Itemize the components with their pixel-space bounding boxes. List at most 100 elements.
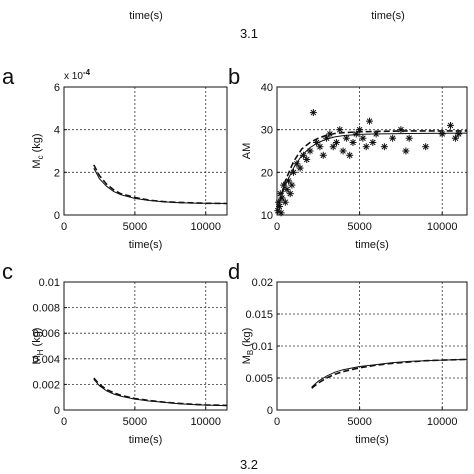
x-tick-label: 5000 <box>123 221 147 233</box>
data-point <box>349 138 357 146</box>
data-point <box>369 138 377 146</box>
x-axis-label: time(s) <box>355 239 389 251</box>
x-tick-label: 10000 <box>427 221 458 233</box>
x-tick-label: 0 <box>274 221 280 233</box>
y-tick-label: 0 <box>267 405 273 417</box>
x-tick-label: 0 <box>61 416 67 428</box>
series-line-dashed <box>311 358 468 389</box>
panel-letter-c: c <box>2 259 13 284</box>
data-point <box>299 151 307 159</box>
y-tick-label: 0.002 <box>32 379 60 391</box>
y-axis-label: AM <box>241 143 253 160</box>
data-point <box>402 147 410 155</box>
chart-panel-c: c 0 5000 10000 0 0.002 0.004 0.006 0.008 0.01 time… <box>2 259 228 446</box>
data-point <box>352 130 360 138</box>
data-point <box>339 147 347 155</box>
x-axis-label: time(s) <box>129 239 163 251</box>
data-point <box>380 143 388 151</box>
data-point <box>281 198 289 206</box>
series-line-solid <box>93 167 228 204</box>
y-tick-label: 20 <box>261 167 273 179</box>
data-point <box>313 138 321 146</box>
data-point <box>422 143 430 151</box>
x-axis-label: time(s) <box>355 434 389 446</box>
y-tick-label: 10 <box>261 210 273 222</box>
chart-panel-b: b 0 5000 10000 10 20 30 40 time(s) AM <box>228 64 468 251</box>
data-point <box>316 143 324 151</box>
panel-letter-d: d <box>228 259 240 284</box>
data-point <box>332 138 340 146</box>
y-tick-label: 0 <box>54 405 60 417</box>
data-point <box>290 168 298 176</box>
data-point <box>346 151 354 159</box>
series-line-dashed <box>93 164 228 205</box>
x-tick-label: 10000 <box>190 416 221 428</box>
data-point <box>306 147 314 155</box>
data-point <box>309 109 317 117</box>
y-tick-label: 0.006 <box>32 328 60 340</box>
chart-panel-a: a 0 5000 10000 0 2 4 6 time(s) Mc (kg) x 10-4 <box>2 64 228 251</box>
data-point <box>362 143 370 151</box>
y-tick-label: 0.008 <box>32 303 60 315</box>
data-point <box>356 126 364 134</box>
data-point <box>446 121 454 129</box>
data-point <box>278 194 286 202</box>
y-tick-label: 0.015 <box>245 309 273 321</box>
x-tick-label: 5000 <box>347 416 371 428</box>
y-tick-label: 0.01 <box>252 341 273 353</box>
y-tick-label: 2 <box>54 167 60 179</box>
y-tick-label: 30 <box>261 125 273 137</box>
data-point <box>372 130 380 138</box>
data-point <box>286 190 294 198</box>
data-point <box>319 151 327 159</box>
y-tick-label: 0.02 <box>252 277 273 289</box>
y-axis-label: MH (kg) <box>31 328 45 365</box>
top-right-xlabel: time(s) <box>371 10 405 22</box>
y-tick-label: 4 <box>54 125 60 137</box>
data-point <box>329 143 337 151</box>
data-point <box>405 134 413 142</box>
data-point <box>285 177 293 185</box>
data-point <box>275 202 283 210</box>
data-point <box>438 130 446 138</box>
data-point <box>326 130 334 138</box>
y-axis-label: Mc (kg) <box>31 133 45 168</box>
data-point <box>397 126 405 134</box>
y-tick-label: 0.004 <box>32 354 60 366</box>
y-axis-exponent: x 10-4 <box>64 68 91 82</box>
x-tick-label: 10000 <box>427 416 458 428</box>
y-axis-label: MB (kg) <box>241 328 255 365</box>
data-point <box>303 156 311 164</box>
data-point <box>293 160 301 168</box>
data-point <box>359 134 367 142</box>
data-point <box>280 181 288 189</box>
data-point <box>296 164 304 172</box>
plot-frame <box>63 281 228 411</box>
data-point <box>288 181 296 189</box>
y-tick-label: 0 <box>54 210 60 222</box>
section-label-top: 3.1 <box>240 26 258 41</box>
data-point <box>323 134 331 142</box>
panel-letter-a: a <box>2 64 15 89</box>
x-tick-label: 5000 <box>347 221 371 233</box>
y-tick-label: 6 <box>54 82 60 94</box>
chart-panel-d: d 0 5000 10000 0 0.005 0.01 0.015 0.02 time(s) MB … <box>228 259 468 446</box>
plot-frame <box>276 86 468 216</box>
data-point <box>336 126 344 134</box>
series-line-solid <box>276 132 468 211</box>
y-tick-label: 0.005 <box>245 373 273 385</box>
data-point <box>451 134 459 142</box>
data-point <box>283 185 291 193</box>
data-point <box>455 130 463 138</box>
top-left-xlabel: time(s) <box>129 10 163 22</box>
data-point <box>389 134 397 142</box>
y-tick-label: 0.01 <box>39 277 60 289</box>
x-tick-label: 5000 <box>123 416 147 428</box>
data-point <box>342 134 350 142</box>
x-tick-label: 0 <box>61 221 67 233</box>
plot-frame <box>63 86 228 216</box>
series-line-dashed <box>93 377 228 407</box>
section-label-bottom: 3.2 <box>240 457 258 472</box>
x-axis-label: time(s) <box>129 434 163 446</box>
